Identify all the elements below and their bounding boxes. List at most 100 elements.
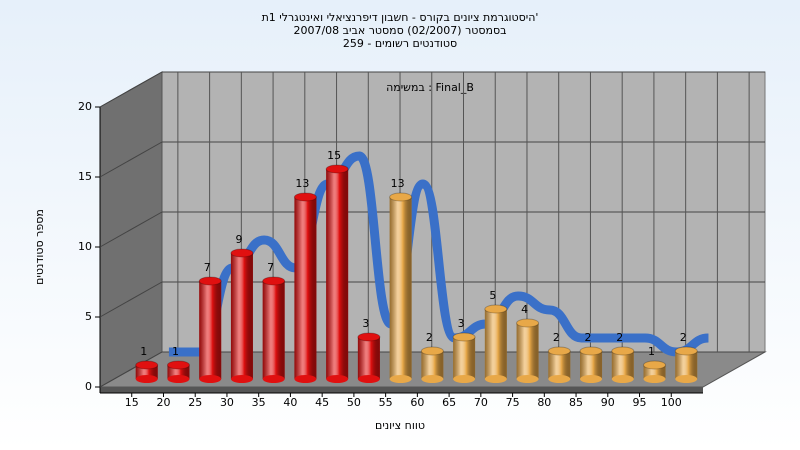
data-label: 15 <box>327 149 341 162</box>
title-line: סטודנטים רשומים - 259 <box>343 37 457 50</box>
bar <box>675 351 698 379</box>
y-tick-label: 15 <box>78 170 92 183</box>
bar-top <box>674 346 698 356</box>
bar-top <box>198 276 222 286</box>
data-label: 4 <box>521 303 528 316</box>
data-label: 9 <box>235 233 242 246</box>
grid-line <box>99 281 163 318</box>
data-label: 3 <box>362 317 369 330</box>
bar <box>484 309 507 379</box>
bar-top <box>547 346 571 356</box>
bar-top <box>166 360 190 370</box>
bar <box>389 197 412 379</box>
x-tick-label: 95 <box>633 396 647 409</box>
title-line: בסמסטר (02/2007) סמסטר אביב 2007/08 <box>293 24 506 37</box>
bar <box>611 351 634 379</box>
bar <box>580 351 603 379</box>
title-line: היסטוגרמת ציונים בקורס - חשבון דיפרנציאל… <box>262 11 539 24</box>
bar <box>453 337 476 379</box>
bar <box>230 253 253 379</box>
x-tick-label: 40 <box>283 396 297 409</box>
x-tick-label: 80 <box>537 396 551 409</box>
data-label: 2 <box>553 331 560 344</box>
x-tick-label: 30 <box>220 396 234 409</box>
x-axis-title: טווח ציונים <box>375 419 425 432</box>
y-tick-label: 5 <box>85 310 92 323</box>
x-tick-label: 35 <box>252 396 266 409</box>
bar-bottom <box>421 375 444 383</box>
bar-top <box>230 248 254 258</box>
bar-top <box>643 360 667 370</box>
data-label: 2 <box>680 331 687 344</box>
data-label: 1 <box>648 345 655 358</box>
x-tick-label: 85 <box>569 396 583 409</box>
bar <box>548 351 571 379</box>
x-tick-label: 70 <box>474 396 488 409</box>
data-label: 7 <box>204 261 211 274</box>
bar <box>135 365 158 379</box>
bar-top <box>389 192 413 202</box>
bar-bottom <box>548 375 571 383</box>
x-tick-label: 45 <box>315 396 329 409</box>
bar-bottom <box>611 375 634 383</box>
bar-top <box>611 346 635 356</box>
data-label: 3 <box>458 317 465 330</box>
grid-line <box>99 141 163 178</box>
bar-top <box>325 164 349 174</box>
y-tick-label: 10 <box>78 240 92 253</box>
data-label: 13 <box>295 177 309 190</box>
subtitle: במשימה : Final_B <box>386 81 474 94</box>
bar-bottom <box>262 375 285 383</box>
bar <box>643 365 666 379</box>
y-tick-label: 20 <box>78 100 92 113</box>
bar <box>421 351 444 379</box>
x-tick-label: 55 <box>379 396 393 409</box>
data-label: 1 <box>172 345 179 358</box>
x-tick-label: 100 <box>661 396 682 409</box>
bar-bottom <box>389 375 412 383</box>
bar <box>516 323 539 379</box>
data-label: 2 <box>585 331 592 344</box>
bar <box>326 169 349 379</box>
bar-bottom <box>675 375 698 383</box>
bar-bottom <box>326 375 349 383</box>
x-tick-label: 15 <box>125 396 139 409</box>
x-tick-label: 20 <box>156 396 170 409</box>
bar-top <box>516 318 540 328</box>
data-label: 7 <box>267 261 274 274</box>
x-tick-label: 50 <box>347 396 361 409</box>
bar-bottom <box>167 375 190 383</box>
bar-bottom <box>135 375 158 383</box>
bar <box>357 337 380 379</box>
x-tick-label: 60 <box>410 396 424 409</box>
bar-bottom <box>516 375 539 383</box>
bar-top <box>579 346 603 356</box>
bar-bottom <box>294 375 317 383</box>
data-label: 2 <box>616 331 623 344</box>
bar <box>167 365 190 379</box>
bar <box>262 281 285 379</box>
bar-bottom <box>580 375 603 383</box>
bar-top <box>135 360 159 370</box>
y-axis-title: מספר סטודנטים <box>33 209 46 285</box>
bar-bottom <box>643 375 666 383</box>
grid-line <box>99 351 163 388</box>
bar-bottom <box>230 375 253 383</box>
bar-bottom <box>453 375 476 383</box>
data-label: 5 <box>489 289 496 302</box>
grid-line <box>99 211 163 248</box>
data-label: 13 <box>391 177 405 190</box>
x-tick-label: 65 <box>442 396 456 409</box>
x-tick-label: 25 <box>188 396 202 409</box>
floor-edge <box>100 387 703 393</box>
bar-top <box>452 332 476 342</box>
bar-bottom <box>357 375 380 383</box>
trend-ribbon <box>168 151 709 357</box>
data-label: 2 <box>426 331 433 344</box>
bar-bottom <box>484 375 507 383</box>
bar <box>199 281 222 379</box>
grid-line <box>99 71 163 108</box>
x-tick-label: 75 <box>506 396 520 409</box>
bar-top <box>293 192 317 202</box>
